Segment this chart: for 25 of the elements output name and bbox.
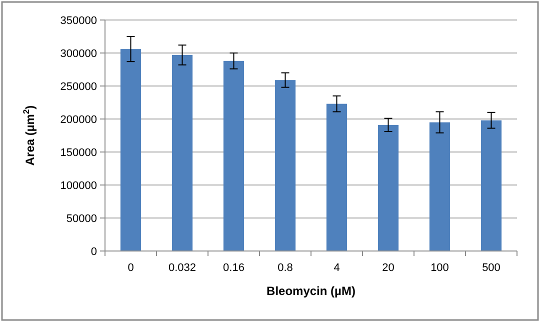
bar — [223, 60, 244, 251]
y-tick-label: 0 — [90, 246, 97, 258]
bar — [274, 80, 296, 251]
y-tick-label: 300000 — [60, 48, 97, 60]
x-tick-label: 20 — [382, 262, 394, 274]
bar — [172, 54, 193, 251]
x-tick-label: 0.032 — [168, 262, 196, 274]
bar — [120, 49, 142, 251]
bar — [378, 124, 399, 251]
x-axis-title: Bleomycin (µM) — [266, 284, 356, 298]
bar — [429, 122, 450, 251]
y-tick-label: 50000 — [66, 212, 97, 225]
x-tick-label: 500 — [482, 262, 500, 274]
y-tick-label: 150000 — [60, 146, 97, 159]
x-tick-label: 100 — [430, 262, 449, 274]
bar — [326, 104, 348, 251]
x-tick-label: 0 — [128, 262, 134, 274]
y-tick-label: 100000 — [60, 180, 97, 192]
x-tick-label: 4 — [334, 262, 340, 274]
y-tick-label: 200000 — [60, 114, 97, 126]
y-tick-label: 250000 — [60, 80, 97, 93]
bar — [480, 120, 502, 251]
x-tick-label: 0.8 — [278, 262, 293, 274]
y-tick-label: 350000 — [60, 14, 97, 27]
x-tick-label: 0.16 — [223, 262, 244, 274]
